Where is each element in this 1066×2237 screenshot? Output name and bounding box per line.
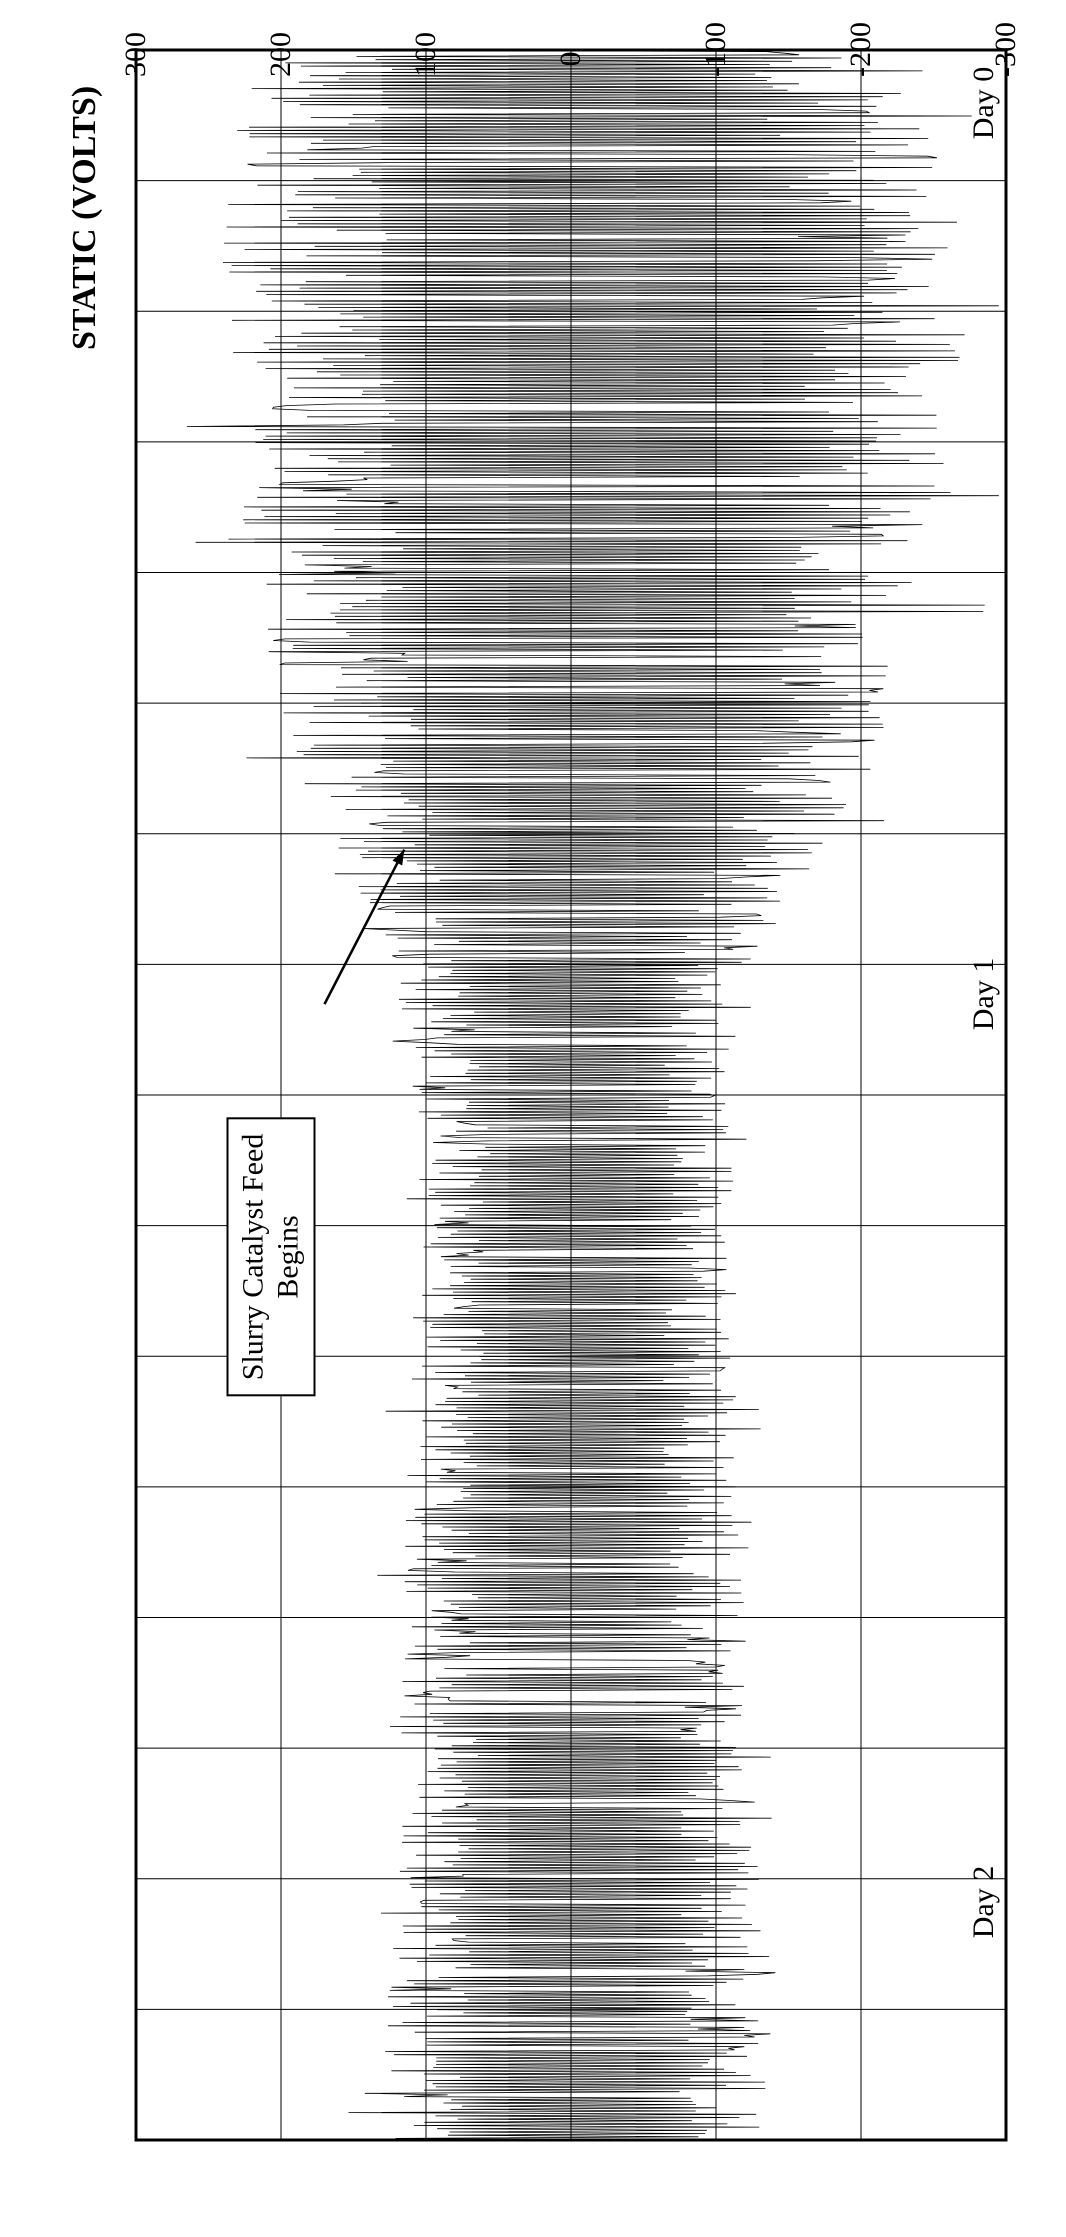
annotation-line1: Slurry Catalyst Feed	[237, 1134, 270, 1381]
y-axis-title: STATIC (VOLTS)	[66, 86, 104, 350]
chart-stage: STATIC (VOLTS) 3002001000-100-200-300 Da…	[0, 0, 1066, 2237]
day-label: Day 1	[967, 957, 1001, 1029]
y-tick-label: 300	[119, 41, 153, 77]
y-tick-label: 0	[554, 41, 588, 77]
plot-svg	[0, 0, 1066, 2237]
annotation-line2: Begins	[271, 1215, 304, 1298]
y-tick-label: 200	[264, 41, 298, 77]
y-tick-label: -100	[699, 41, 733, 77]
y-tick-label: -200	[844, 41, 878, 77]
y-tick-label: 100	[409, 41, 443, 77]
day-label: Day 2	[967, 1866, 1001, 1938]
annotation-box: Slurry Catalyst Feed Begins	[227, 1118, 316, 1397]
day-label: Day 0	[967, 67, 1001, 139]
